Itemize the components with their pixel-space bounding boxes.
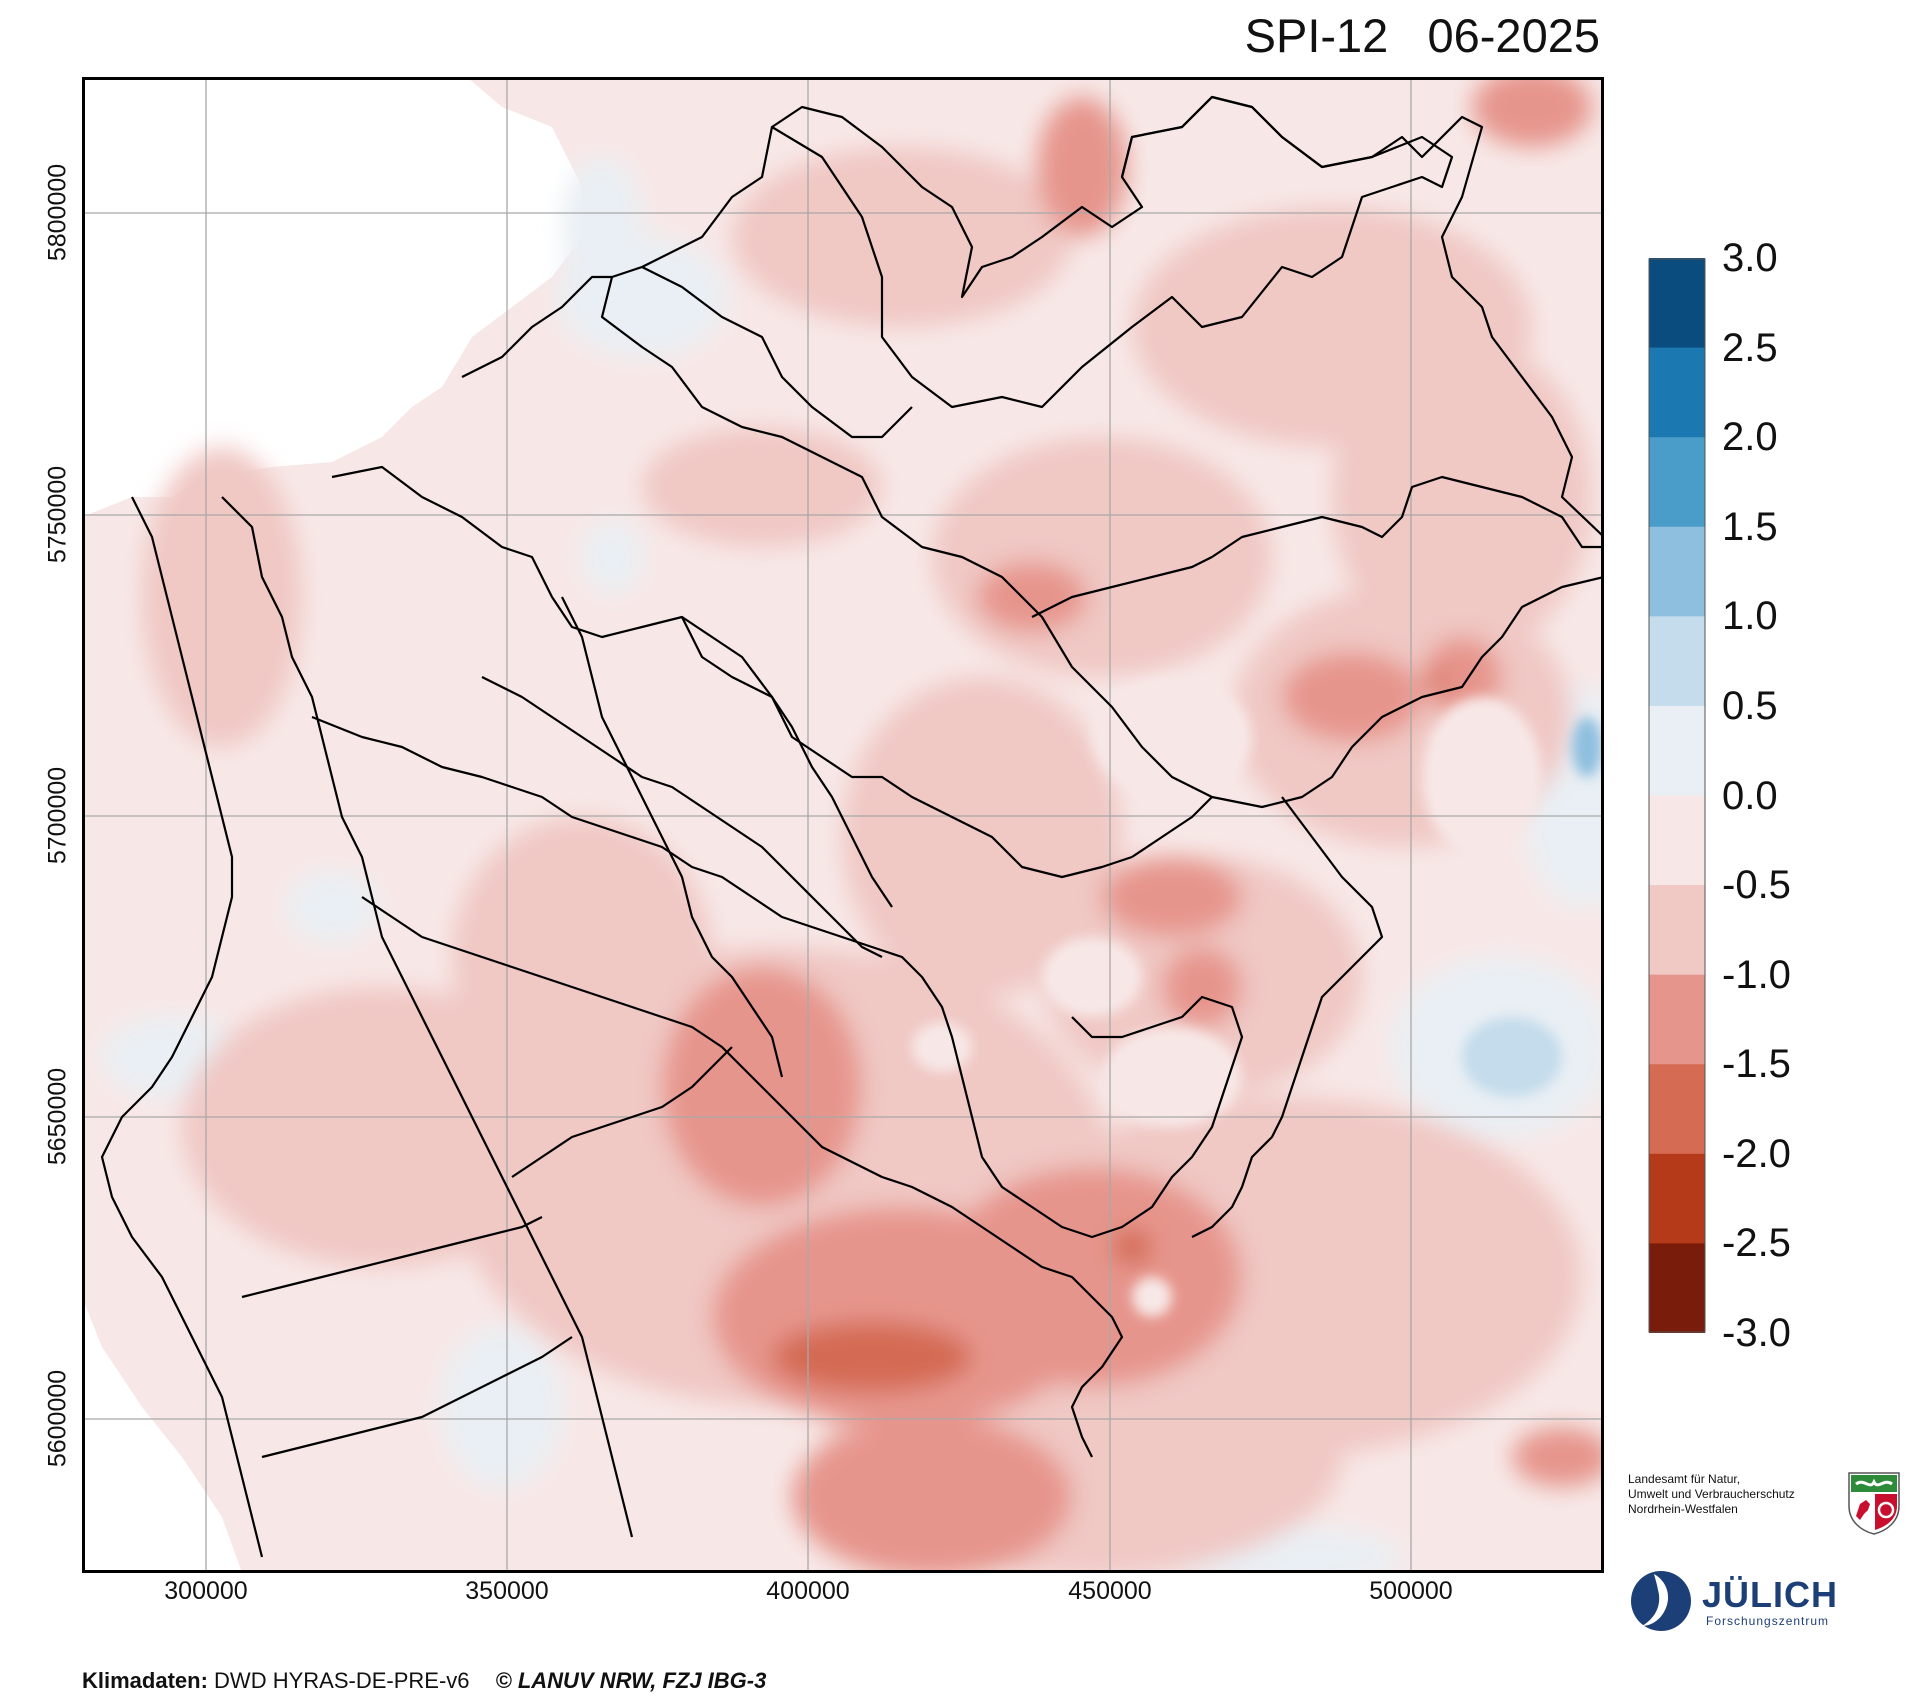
legend-label: -2.5: [1722, 1221, 1791, 1266]
legend-label: 2.5: [1722, 325, 1778, 370]
lanuv-line-1: Landesamt für Natur,: [1628, 1472, 1741, 1486]
legend-label: 0.0: [1722, 773, 1778, 818]
title-date: 06-2025: [1427, 9, 1601, 62]
x-tick-500000: 500000: [1369, 1577, 1453, 1605]
legend-swatch-1: [1649, 347, 1705, 438]
legend-label: 3.0: [1722, 236, 1778, 280]
legend-label: 0.5: [1722, 683, 1778, 728]
map-border: [82, 77, 1604, 1573]
nrw-crest-icon: [1848, 1472, 1900, 1535]
legend-swatch-9: [1649, 1064, 1705, 1155]
legend-label: -3.0: [1722, 1311, 1791, 1355]
grid-lines: [82, 77, 1604, 1573]
legend-swatch-0: [1649, 258, 1705, 349]
lanuv-line-3: Nordrhein-Westfalen: [1628, 1502, 1738, 1516]
legend-swatch-7: [1649, 885, 1705, 976]
legend-label: -2.0: [1722, 1131, 1791, 1176]
x-tick-450000: 450000: [1068, 1577, 1152, 1605]
juelich-subtitle: Forschungszentrum: [1706, 1614, 1830, 1628]
credits-copyright: © LANUV NRW, FZJ IBG-3: [495, 1668, 767, 1693]
credits-source: DWD HYRAS-DE-PRE-v6: [214, 1668, 470, 1693]
y-tick-5750000: 5750000: [43, 465, 72, 564]
legend-swatch-2: [1649, 437, 1705, 528]
credits-label: Klimadaten:: [82, 1668, 208, 1693]
legend-swatch-4: [1649, 616, 1705, 707]
lanuv-logo-text: Landesamt für Natur, Umwelt und Verbrauc…: [1628, 1472, 1828, 1517]
legend-label: -1.5: [1722, 1042, 1791, 1087]
legend-label: 1.0: [1722, 594, 1778, 639]
color-legend: [1648, 258, 1706, 1333]
legend-swatch-3: [1649, 526, 1705, 617]
lanuv-line-2: Umwelt und Verbraucherschutz: [1628, 1487, 1795, 1501]
y-tick-5600000: 5600000: [43, 1369, 72, 1468]
legend-swatch-5: [1649, 705, 1705, 796]
legend-label: 1.5: [1722, 504, 1778, 549]
legend-label: 2.0: [1722, 415, 1778, 460]
legend-swatch-8: [1649, 974, 1705, 1065]
spi-map: [82, 77, 1604, 1573]
legend-swatch-10: [1649, 1153, 1705, 1244]
map-title: SPI-12 06-2025: [1180, 8, 1600, 63]
x-tick-300000: 300000: [164, 1577, 248, 1605]
y-tick-5700000: 5700000: [43, 766, 72, 865]
juelich-logo-icon: [1631, 1571, 1691, 1631]
title-index: SPI-12: [1244, 9, 1389, 62]
x-tick-400000: 400000: [766, 1577, 850, 1605]
x-tick-350000: 350000: [465, 1577, 549, 1605]
legend-label: -1.0: [1722, 952, 1791, 997]
legend-swatch-11: [1649, 1243, 1705, 1333]
legend-swatch-6: [1649, 795, 1705, 886]
y-tick-5650000: 5650000: [43, 1067, 72, 1166]
district-boundaries: [100, 95, 1604, 1558]
legend-label: -0.5: [1722, 863, 1791, 908]
juelich-name: JÜLICH: [1702, 1574, 1839, 1615]
credits: Klimadaten: DWD HYRAS-DE-PRE-v6 © LANUV N…: [82, 1668, 766, 1694]
y-tick-5800000: 5800000: [43, 163, 72, 262]
